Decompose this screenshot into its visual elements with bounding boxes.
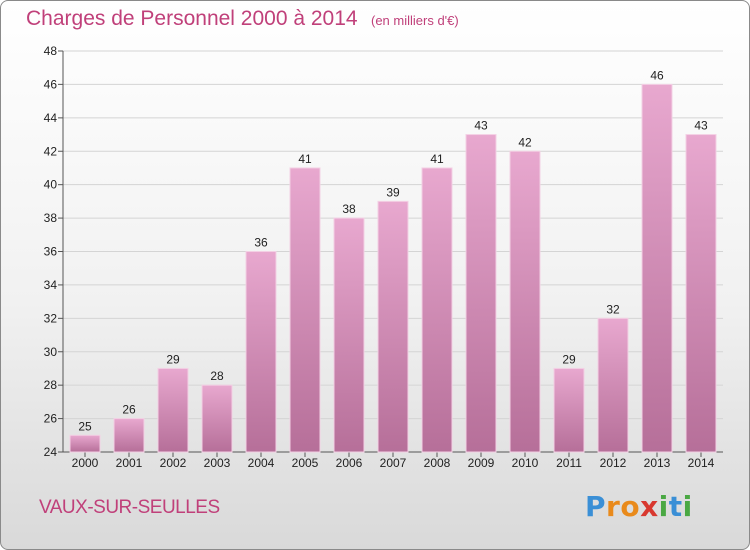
y-tick-label: 40: [44, 178, 58, 192]
x-tick-label: 2005: [292, 456, 319, 470]
y-tick-label: 24: [44, 445, 58, 459]
x-tick-label: 2000: [72, 456, 99, 470]
x-tick-label: 2011: [556, 456, 582, 470]
x-tick-label: 2013: [644, 456, 671, 470]
bar-2003: [201, 384, 233, 453]
bar-2009: [465, 134, 497, 453]
logo-letter: x: [640, 490, 659, 523]
x-tick-label: 2008: [424, 456, 451, 470]
x-tick-label: 2004: [248, 456, 275, 470]
bar-2000: [69, 434, 101, 453]
bar-2013: [641, 83, 673, 453]
y-tick-label: 48: [44, 44, 58, 58]
x-tick-label: 2007: [380, 456, 407, 470]
x-tick-label: 2003: [204, 456, 231, 470]
bar-2007: [377, 200, 409, 453]
data-label: 36: [254, 236, 268, 250]
logo-letter: i: [658, 490, 669, 523]
city-name: VAUX-SUR-SEULLES: [39, 497, 220, 518]
bar-2014: [685, 134, 717, 453]
x-tick-label: 2006: [336, 456, 363, 470]
data-label: 39: [386, 185, 400, 199]
data-label: 46: [650, 68, 664, 82]
y-tick-label: 42: [44, 144, 58, 158]
logo-letter: r: [606, 490, 621, 523]
data-label: 43: [694, 119, 708, 133]
x-tick-label: 2009: [468, 456, 495, 470]
x-tick-label: 2001: [116, 456, 143, 470]
logo-letter: i: [682, 490, 693, 523]
bar-2004: [245, 251, 277, 453]
data-label: 28: [210, 369, 224, 383]
y-tick-label: 28: [44, 378, 58, 392]
bar-2001: [113, 418, 145, 453]
bar-2010: [509, 150, 541, 453]
y-tick-label: 44: [44, 111, 58, 125]
x-tick-label: 2010: [512, 456, 539, 470]
y-tick-label: 34: [44, 278, 58, 292]
data-label: 32: [606, 302, 620, 316]
chart-subtitle: (en milliers d'€): [371, 13, 459, 28]
data-label: 42: [518, 135, 532, 149]
data-label: 26: [122, 403, 136, 417]
data-label: 29: [562, 352, 576, 366]
data-label: 43: [474, 119, 488, 133]
data-label: 41: [430, 152, 444, 166]
x-tick-label: 2012: [600, 456, 627, 470]
x-tick-label: 2014: [688, 456, 715, 470]
bar-2006: [333, 217, 365, 453]
bar-2002: [157, 367, 189, 453]
x-tick-label: 2002: [160, 456, 187, 470]
bar-2005: [289, 167, 321, 453]
bar-2012: [597, 317, 629, 453]
proxiti-logo[interactable]: Proxiti: [585, 490, 693, 523]
data-label: 25: [78, 419, 92, 433]
logo-letter: o: [620, 490, 641, 523]
logo-letter: t: [668, 490, 683, 523]
y-tick-label: 30: [44, 345, 58, 359]
data-label: 38: [342, 202, 356, 216]
y-tick-label: 36: [44, 245, 58, 259]
chart-title: Charges de Personnel 2000 à 2014: [26, 7, 358, 30]
data-label: 41: [298, 152, 312, 166]
y-tick-label: 38: [44, 211, 58, 225]
data-label: 29: [166, 352, 180, 366]
bar-2011: [553, 367, 585, 453]
y-tick-label: 46: [44, 77, 58, 91]
bar-2008: [421, 167, 453, 453]
y-tick-label: 26: [44, 412, 58, 426]
y-tick-label: 32: [44, 311, 58, 325]
logo-letter: P: [585, 490, 607, 523]
